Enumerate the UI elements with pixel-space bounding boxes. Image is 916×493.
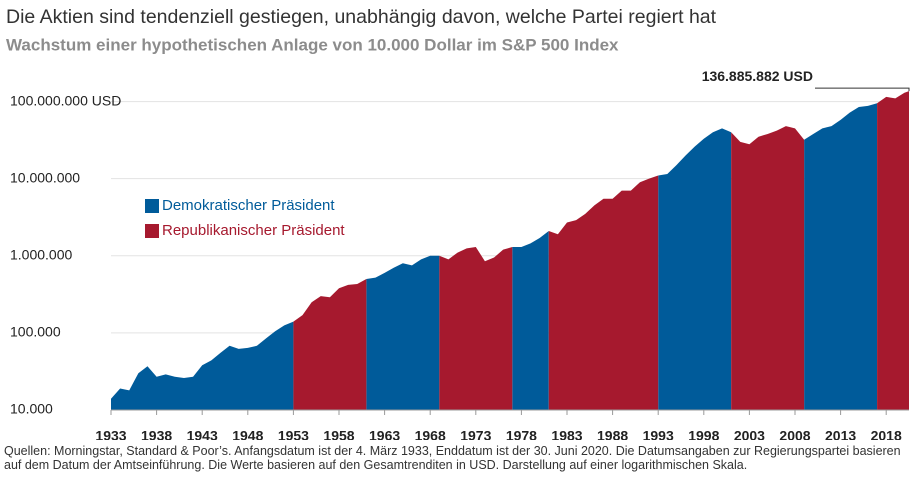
x-tick-label: 1988 <box>597 428 628 440</box>
annotation-label: 136.885.882 USD <box>702 68 813 84</box>
x-tick-label: 1933 <box>95 428 126 440</box>
x-tick-label: 1998 <box>688 428 719 440</box>
legend-label: Demokratischer Präsident <box>162 197 335 214</box>
plot <box>111 91 909 411</box>
legend-swatch <box>145 199 159 213</box>
source-note: Quellen: Morningstar, Standard & Poor’s.… <box>4 444 901 472</box>
legend-swatch <box>145 224 159 238</box>
y-tick-label: 100.000 <box>10 324 61 340</box>
x-tick-label: 1983 <box>551 428 582 440</box>
x-tick-label: 1943 <box>187 428 218 440</box>
x-tick-label: 1993 <box>643 428 674 440</box>
y-tick-label: 100.000.000 USD <box>10 92 121 108</box>
x-tick-label: 2003 <box>734 428 765 440</box>
x-tick-label: 1938 <box>141 428 172 440</box>
chart-title: Die Aktien sind tendenziell gestiegen, u… <box>6 6 717 28</box>
x-tick-label: 1958 <box>323 428 354 440</box>
x-tick-label: 1963 <box>369 428 400 440</box>
area <box>111 103 878 410</box>
x-tick-label: 2013 <box>825 428 856 440</box>
x-tick-label: 1978 <box>506 428 537 440</box>
labels: 10.000 100.000 1.000.000 10.000.000 100.000.… <box>10 68 910 440</box>
x-tick-label: 2018 <box>871 428 902 440</box>
annotation-line <box>815 87 910 92</box>
x-tick-label: 1968 <box>415 428 446 440</box>
y-tick-label: 1.000.000 <box>10 246 72 262</box>
chart: Die Aktien sind tendenziell gestiegen, u… <box>6 6 910 440</box>
x-tick-label: 1948 <box>232 428 263 440</box>
y-tick-label: 10.000 <box>10 401 53 417</box>
area <box>293 91 909 411</box>
legend-label: Republikanischer Präsident <box>162 222 345 239</box>
x-tick-label: 2008 <box>779 428 810 440</box>
x-tick-label: 1953 <box>278 428 309 440</box>
chart-subtitle: Wachstum einer hypothetischen Anlage von… <box>6 35 619 54</box>
x-tick-label: 1973 <box>460 428 491 440</box>
y-tick-label: 10.000.000 <box>10 169 80 185</box>
